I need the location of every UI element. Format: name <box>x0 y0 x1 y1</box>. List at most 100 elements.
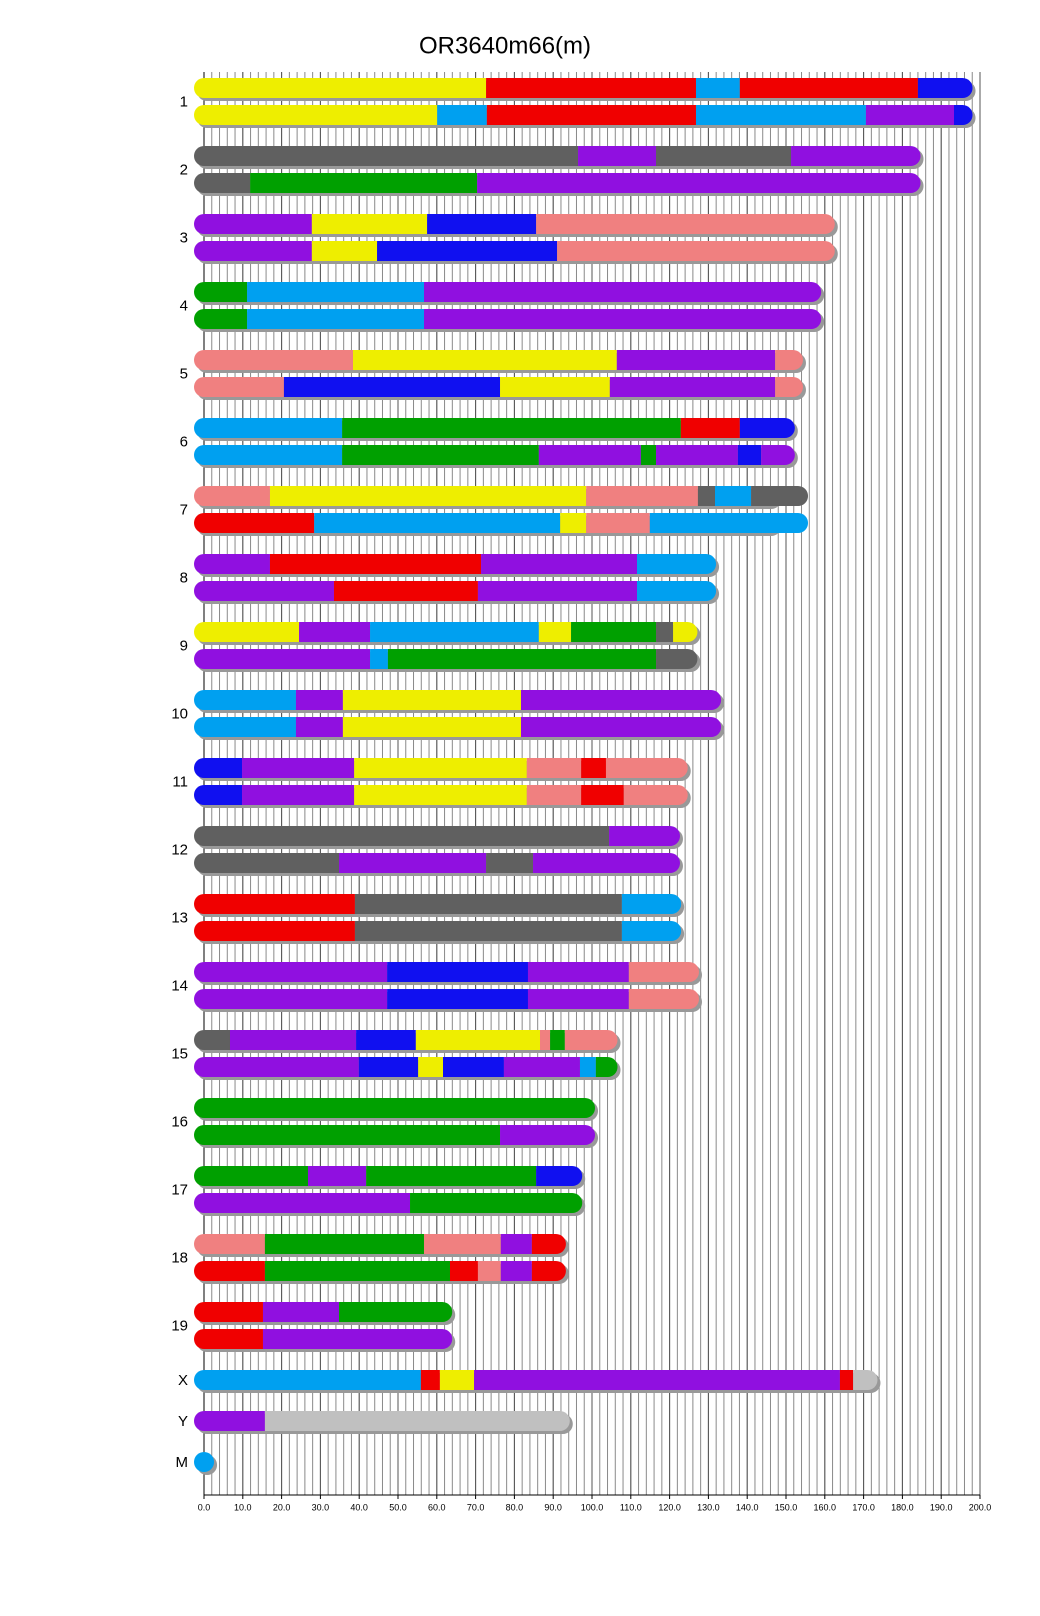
haplotype-segment <box>527 989 629 1009</box>
haplotype-segment <box>194 1411 265 1431</box>
haplotype-segment <box>194 717 296 737</box>
haplotype-segment <box>299 622 371 642</box>
haplotype-segment <box>449 1261 478 1281</box>
haplotype-segment <box>673 622 698 642</box>
haplotype-segment <box>623 785 688 805</box>
haplotype-segment <box>194 214 312 234</box>
chromosome-label: 6 <box>180 433 188 450</box>
haplotype-segment <box>415 1030 541 1050</box>
haplotype-segment <box>311 241 378 261</box>
haplotype-segment <box>269 554 482 574</box>
haplotype-segment <box>194 241 312 261</box>
haplotype-segment <box>439 1370 475 1390</box>
haplotype-segment <box>526 758 582 778</box>
haplotype-segment <box>339 1302 453 1322</box>
haplotype-segment <box>775 350 803 370</box>
haplotype-segment <box>628 962 699 982</box>
haplotype-segment <box>609 377 776 397</box>
haplotype-segment <box>500 1234 532 1254</box>
haplotype-segment <box>342 445 539 465</box>
haplotype-segment <box>540 1030 551 1050</box>
haplotype-segment <box>194 921 355 941</box>
haplotype-segment <box>739 78 918 98</box>
haplotype-segment <box>194 350 353 370</box>
haplotype-segment <box>531 1261 566 1281</box>
x-tick-label: 90.0 <box>544 1502 562 1512</box>
chromosome-label: 11 <box>172 773 188 790</box>
haplotype-segment <box>640 445 657 465</box>
haplotype-segment <box>354 785 527 805</box>
haplotype-segment <box>194 1261 265 1281</box>
x-tick-label: 200.0 <box>969 1502 992 1512</box>
haplotype-segment <box>264 1234 424 1254</box>
x-tick-label: 120.0 <box>658 1502 681 1512</box>
chromosome-label: 19 <box>171 1317 188 1334</box>
haplotype-segment <box>194 826 610 846</box>
haplotype-segment <box>269 486 587 506</box>
haplotype-segment <box>477 581 638 601</box>
haplotype-segment <box>616 350 776 370</box>
haplotype-segment <box>194 282 248 302</box>
haplotype-segment <box>194 962 388 982</box>
haplotype-segment <box>264 1261 450 1281</box>
haplotype-segment <box>283 377 501 397</box>
x-tick-label: 160.0 <box>814 1502 837 1512</box>
haplotype-segment <box>621 921 682 941</box>
haplotype-segment <box>500 1261 532 1281</box>
haplotype-segment <box>605 758 688 778</box>
chromosome-label: 4 <box>180 297 188 314</box>
haplotype-segment <box>366 1166 537 1186</box>
haplotype-segment <box>550 1030 565 1050</box>
haplotype-segment <box>486 853 534 873</box>
haplotype-segment <box>242 785 355 805</box>
haplotype-segment <box>194 309 248 329</box>
haplotype-segment <box>557 241 835 261</box>
haplotype-segment <box>437 105 487 125</box>
haplotype-segment <box>194 418 343 438</box>
haplotype-segment <box>481 554 638 574</box>
haplotype-segment <box>423 282 822 302</box>
x-tick-label: 70.0 <box>467 1502 485 1512</box>
haplotype-segment <box>423 309 822 329</box>
haplotype-segment <box>531 1234 566 1254</box>
haplotype-segment <box>194 690 296 710</box>
haplotype-segment <box>356 1030 416 1050</box>
haplotype-segment <box>194 622 300 642</box>
haplotype-segment <box>477 173 921 193</box>
haplotype-segment <box>520 717 722 737</box>
chromosome-label: 15 <box>171 1045 188 1062</box>
haplotype-segment <box>194 1329 263 1349</box>
chromosome-label: 17 <box>171 1181 188 1198</box>
haplotype-segment <box>656 146 792 166</box>
haplotype-segment <box>533 853 680 873</box>
x-tick-label: 180.0 <box>891 1502 914 1512</box>
chromosome-label: 14 <box>171 977 188 994</box>
haplotype-segment <box>520 690 722 710</box>
haplotype-segment <box>865 105 955 125</box>
x-tick-label: 50.0 <box>389 1502 407 1512</box>
x-tick-label: 140.0 <box>736 1502 759 1512</box>
haplotype-segment <box>194 758 243 778</box>
haplotype-segment <box>194 445 343 465</box>
chromosome-label: 16 <box>171 1113 188 1130</box>
chromosome-label: 3 <box>180 229 188 246</box>
haplotype-segment <box>477 1261 501 1281</box>
haplotype-segment <box>194 785 243 805</box>
haplotype-segment <box>526 785 582 805</box>
haplotype-segment <box>194 1193 411 1213</box>
haplotype-segment <box>621 894 682 914</box>
haplotype-segment <box>536 1166 583 1186</box>
chromosome-label: Y <box>178 1413 188 1430</box>
haplotype-segment <box>342 418 681 438</box>
haplotype-segment <box>595 1057 618 1077</box>
haplotype-segment <box>536 214 835 234</box>
haplotype-segment <box>342 690 521 710</box>
chromosome-label: 10 <box>171 705 188 722</box>
haplotype-segment <box>571 622 657 642</box>
chromosome-label: X <box>178 1372 188 1389</box>
haplotype-segment <box>194 1057 359 1077</box>
chromosome-label: 5 <box>180 365 188 382</box>
x-tick-label: 100.0 <box>581 1502 604 1512</box>
haplotype-segment <box>578 146 657 166</box>
